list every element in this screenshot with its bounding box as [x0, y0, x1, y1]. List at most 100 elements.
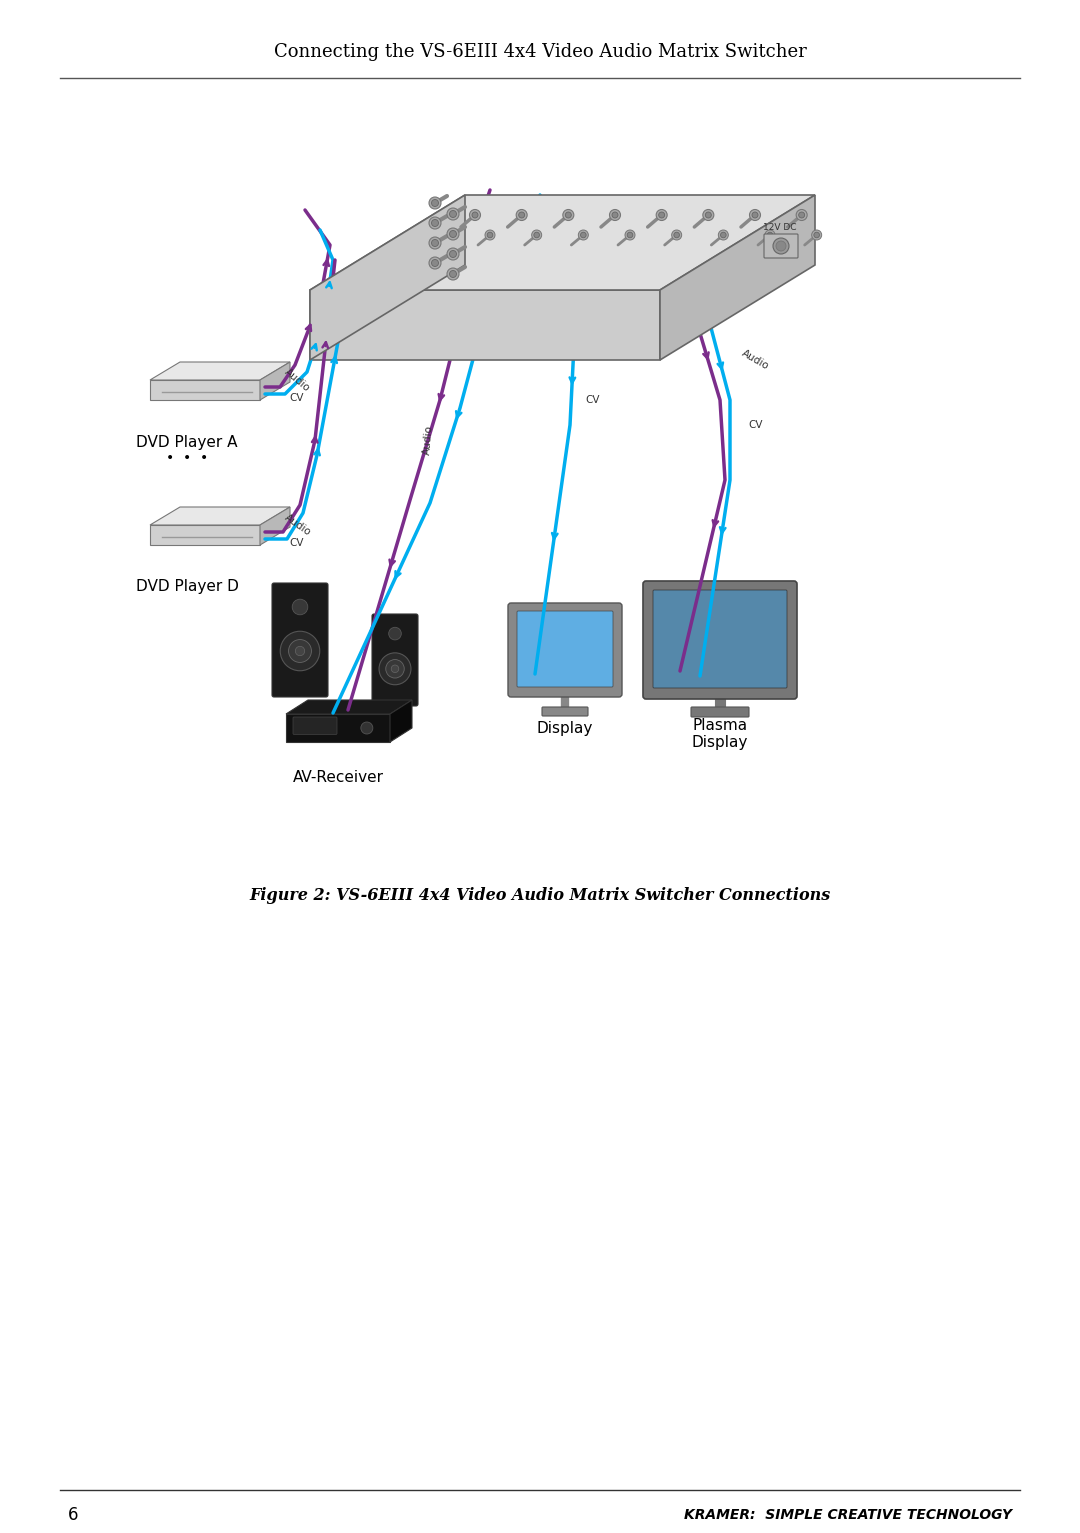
Circle shape [657, 210, 667, 221]
Text: Display: Display [537, 722, 593, 736]
Circle shape [777, 241, 786, 251]
FancyBboxPatch shape [643, 581, 797, 699]
Circle shape [609, 210, 621, 221]
Circle shape [752, 212, 758, 218]
Text: 12V DC: 12V DC [764, 222, 797, 231]
Circle shape [796, 210, 807, 221]
Polygon shape [390, 701, 411, 742]
Circle shape [295, 647, 305, 656]
Polygon shape [310, 195, 465, 360]
Circle shape [429, 238, 441, 248]
Circle shape [429, 218, 441, 228]
Circle shape [389, 627, 402, 639]
Circle shape [432, 199, 438, 207]
Circle shape [432, 259, 438, 267]
Polygon shape [660, 195, 815, 360]
Polygon shape [310, 195, 815, 290]
Circle shape [293, 599, 308, 615]
Circle shape [429, 198, 441, 208]
Text: CV: CV [748, 420, 762, 429]
Text: •  •  •: • • • [166, 451, 208, 464]
Circle shape [659, 212, 664, 218]
FancyBboxPatch shape [272, 583, 328, 698]
Text: AV-Receiver: AV-Receiver [293, 771, 383, 785]
Circle shape [447, 228, 459, 241]
Text: 6: 6 [68, 1505, 79, 1524]
Circle shape [447, 268, 459, 281]
Circle shape [531, 230, 542, 241]
Circle shape [750, 210, 760, 221]
Text: Audio: Audio [283, 512, 313, 538]
Circle shape [361, 722, 373, 734]
Circle shape [625, 230, 635, 241]
Circle shape [485, 230, 495, 241]
Polygon shape [150, 507, 291, 524]
Text: Figure 2: VS-6EIII 4x4 Video Audio Matrix Switcher Connections: Figure 2: VS-6EIII 4x4 Video Audio Matri… [249, 886, 831, 903]
Circle shape [449, 250, 457, 258]
Circle shape [578, 230, 589, 241]
Circle shape [391, 665, 399, 673]
Text: Audio: Audio [283, 366, 312, 394]
Circle shape [705, 212, 712, 218]
Circle shape [472, 212, 478, 218]
Circle shape [773, 238, 789, 254]
Circle shape [449, 230, 457, 238]
Circle shape [812, 230, 822, 241]
FancyBboxPatch shape [764, 235, 798, 258]
Text: KRAMER:  SIMPLE CREATIVE TECHNOLOGY: KRAMER: SIMPLE CREATIVE TECHNOLOGY [684, 1508, 1012, 1522]
Text: DVD Player D: DVD Player D [136, 579, 239, 595]
Text: CV: CV [585, 396, 599, 405]
Circle shape [703, 210, 714, 221]
FancyBboxPatch shape [508, 602, 622, 698]
Polygon shape [150, 380, 260, 400]
FancyBboxPatch shape [542, 707, 588, 716]
Circle shape [581, 231, 586, 238]
Polygon shape [286, 701, 411, 714]
Circle shape [565, 212, 571, 218]
Polygon shape [286, 714, 390, 742]
FancyBboxPatch shape [293, 717, 337, 734]
Circle shape [487, 231, 492, 238]
Circle shape [767, 231, 773, 238]
FancyBboxPatch shape [372, 615, 418, 707]
Circle shape [563, 210, 573, 221]
Polygon shape [310, 290, 660, 360]
Text: Connecting the VS-6EIII 4x4 Video Audio Matrix Switcher: Connecting the VS-6EIII 4x4 Video Audio … [273, 43, 807, 61]
Circle shape [429, 258, 441, 268]
Circle shape [432, 239, 438, 247]
Circle shape [379, 653, 411, 685]
Circle shape [627, 231, 633, 238]
Text: Audio: Audio [740, 348, 771, 373]
Circle shape [799, 212, 805, 218]
FancyBboxPatch shape [653, 590, 787, 688]
Circle shape [288, 639, 311, 662]
Text: CV: CV [289, 538, 303, 547]
Circle shape [814, 231, 820, 238]
Text: CV: CV [289, 392, 303, 403]
Circle shape [720, 231, 726, 238]
Circle shape [386, 659, 404, 678]
Circle shape [518, 212, 525, 218]
Circle shape [447, 208, 459, 221]
Circle shape [718, 230, 728, 241]
Circle shape [449, 210, 457, 218]
Circle shape [534, 231, 540, 238]
Circle shape [280, 632, 320, 671]
Circle shape [672, 230, 681, 241]
Circle shape [516, 210, 527, 221]
Circle shape [612, 212, 618, 218]
Circle shape [432, 219, 438, 227]
Circle shape [470, 210, 481, 221]
FancyBboxPatch shape [517, 612, 613, 687]
Text: Audio: Audio [421, 425, 434, 455]
Circle shape [765, 230, 775, 241]
Polygon shape [150, 524, 260, 546]
Circle shape [674, 231, 679, 238]
Polygon shape [260, 507, 291, 546]
Circle shape [449, 270, 457, 277]
FancyBboxPatch shape [691, 707, 750, 717]
Polygon shape [150, 362, 291, 380]
Polygon shape [260, 362, 291, 400]
Text: DVD Player A: DVD Player A [136, 434, 238, 449]
Circle shape [447, 248, 459, 261]
